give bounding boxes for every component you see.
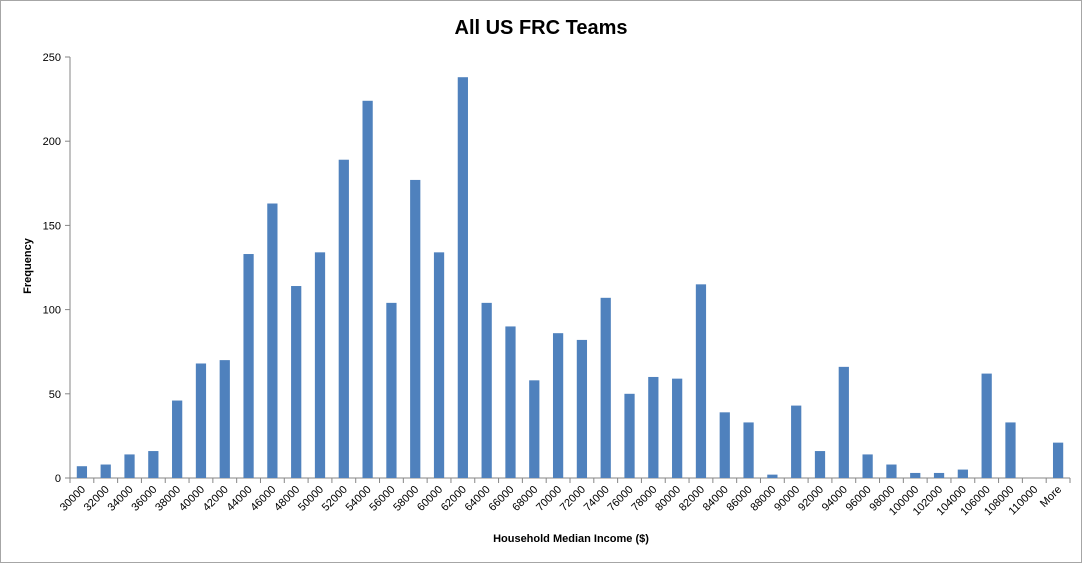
x-tick-label: More	[1038, 484, 1064, 510]
bar	[267, 203, 278, 478]
bar	[957, 469, 968, 478]
bar	[314, 252, 326, 478]
y-tick-label: 0	[55, 473, 61, 485]
bar	[767, 474, 778, 478]
x-tick-label: 44000	[225, 484, 255, 514]
bar	[76, 466, 88, 478]
x-tick-label: 52000	[320, 484, 350, 514]
bars	[76, 77, 1064, 478]
bar	[386, 302, 397, 478]
x-tick-label: 84000	[701, 484, 731, 514]
bar	[933, 472, 945, 478]
x-tick-label: 30000	[58, 484, 88, 514]
bar	[481, 302, 492, 478]
x-axis: 3000032000340003600038000400004200044000…	[58, 477, 1071, 518]
x-axis-title: Household Median Income ($)	[493, 533, 649, 545]
bar	[791, 405, 802, 478]
x-tick-label: 72000	[558, 484, 588, 514]
x-tick-label: 36000	[129, 484, 159, 514]
bar	[886, 464, 897, 478]
x-tick-label: 58000	[391, 484, 421, 514]
bar	[505, 326, 516, 478]
bar	[695, 284, 707, 478]
bar	[219, 360, 230, 478]
y-tick-label: 50	[49, 389, 61, 401]
bar	[148, 451, 159, 478]
bar	[529, 380, 540, 478]
x-tick-label: 66000	[486, 484, 516, 514]
bar	[862, 454, 873, 478]
x-tick-label: 92000	[796, 484, 826, 514]
x-tick-label: 42000	[201, 484, 231, 514]
bar	[719, 412, 730, 478]
y-axis: 0 50 100 150 200 250	[43, 52, 71, 485]
x-tick-label: 40000	[177, 484, 207, 514]
x-tick-label: 62000	[439, 484, 469, 514]
x-tick-label: 82000	[677, 484, 707, 514]
bar	[195, 363, 207, 478]
x-tick-label: 46000	[248, 484, 278, 514]
x-tick-label: 86000	[725, 484, 755, 514]
bar	[624, 393, 635, 478]
x-tick-label: 76000	[606, 484, 636, 514]
bar	[814, 451, 826, 478]
x-tick-label: 38000	[153, 484, 183, 514]
bar	[576, 339, 588, 478]
x-tick-label: 60000	[415, 484, 445, 514]
bar	[981, 373, 992, 478]
bar	[1005, 422, 1016, 478]
x-tick-label: 50000	[296, 484, 326, 514]
y-axis-title: Frequency	[22, 237, 34, 294]
bar	[338, 159, 349, 478]
y-tick-label: 100	[43, 305, 61, 317]
bar	[552, 333, 564, 478]
x-tick-label: 32000	[82, 484, 112, 514]
y-tick-label: 250	[43, 52, 61, 64]
x-tick-label: 54000	[344, 484, 374, 514]
bar	[743, 422, 754, 478]
bar	[648, 376, 659, 478]
x-tick-label: 94000	[820, 484, 850, 514]
x-tick-label: 74000	[582, 484, 612, 514]
bar	[672, 378, 683, 478]
bar	[410, 179, 421, 478]
x-tick-label: 56000	[367, 484, 397, 514]
y-tick-label: 150	[43, 220, 61, 232]
bar	[600, 297, 611, 478]
x-tick-label: 88000	[748, 484, 778, 514]
bar	[433, 252, 445, 478]
bar	[291, 286, 302, 478]
x-tick-label: 70000	[534, 484, 564, 514]
x-tick-label: 68000	[510, 484, 540, 514]
x-tick-label: 48000	[272, 484, 302, 514]
x-tick-label: 80000	[653, 484, 683, 514]
bar	[243, 254, 254, 478]
x-tick-label: 34000	[106, 484, 136, 514]
x-tick-label: 90000	[772, 484, 802, 514]
bar	[172, 400, 183, 478]
y-tick-label: 200	[43, 136, 61, 148]
x-tick-label: 64000	[463, 484, 493, 514]
x-tick-label: 78000	[629, 484, 659, 514]
bar	[838, 366, 849, 478]
bar	[362, 100, 373, 478]
x-tick-label: 96000	[844, 484, 874, 514]
bar	[910, 472, 921, 478]
chart-title: All US FRC Teams	[455, 17, 628, 39]
bar	[124, 454, 135, 478]
bar	[100, 464, 111, 478]
bar	[457, 77, 468, 478]
bar	[1052, 442, 1064, 478]
